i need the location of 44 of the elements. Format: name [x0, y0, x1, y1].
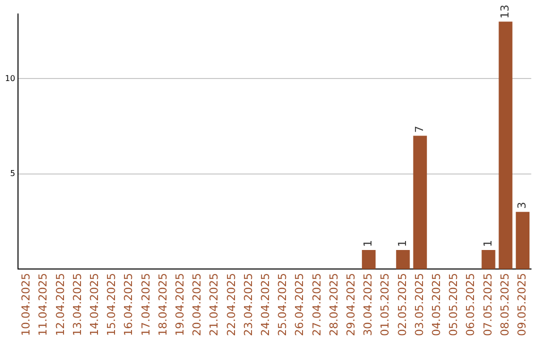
data-label: 1: [481, 240, 494, 247]
x-tick-label: 18.04.2025: [156, 273, 170, 336]
x-tick-label: 19.04.2025: [174, 273, 186, 336]
x-tick-label: 21.04.2025: [208, 273, 221, 336]
bar: [413, 136, 427, 270]
x-tick-label: 25.04.2025: [276, 273, 290, 336]
x-tick-label: 02.05.2025: [396, 273, 409, 336]
data-label: 7: [412, 126, 426, 133]
x-tick-label: 06.05.2025: [464, 273, 478, 336]
x-tick-label: 05.05.2025: [447, 273, 460, 336]
data-label: 3: [516, 202, 529, 209]
x-tick-label: 30.04.2025: [362, 273, 375, 336]
data-label: 1: [362, 240, 375, 247]
x-tick-label: 17.04.2025: [139, 273, 152, 336]
bar: [396, 250, 410, 270]
x-tick-label: 09.05.2025: [516, 273, 529, 336]
bar: [362, 250, 376, 270]
x-tick-label: 28.04.2025: [327, 273, 340, 336]
x-tick-label: 08.05.2025: [498, 273, 512, 336]
x-tick-label: 07.05.2025: [481, 273, 494, 336]
x-tick-label: 04.05.2025: [430, 273, 444, 336]
x-tick-label: 11.04.2025: [36, 273, 50, 336]
bar: [498, 22, 512, 270]
x-tick-label: 01.05.2025: [378, 273, 392, 336]
y-tick-label: 5: [10, 168, 16, 178]
x-tick-label: 13.04.2025: [70, 273, 84, 336]
x-tick-label: 26.04.2025: [293, 273, 306, 336]
x-tick-label: 03.05.2025: [412, 273, 426, 336]
x-tick-label: 23.04.2025: [242, 273, 255, 336]
data-label: 1: [396, 240, 409, 247]
x-tick-label: 14.04.2025: [88, 273, 101, 336]
bar: [482, 250, 496, 270]
x-tick-label: 16.04.2025: [122, 273, 136, 336]
x-tick-label: 12.04.2025: [54, 273, 67, 336]
bar: [516, 212, 530, 270]
y-tick-label: 10: [4, 74, 16, 83]
x-tick-label: 29.04.2025: [344, 273, 358, 336]
x-tick-label: 15.04.2025: [105, 273, 118, 336]
x-tick-label: 10.04.2025: [20, 273, 33, 336]
x-tick-label: 24.04.2025: [259, 273, 272, 336]
data-label: 13: [498, 4, 512, 19]
x-tick-label: 27.04.2025: [310, 273, 324, 336]
x-tick-label: 20.04.2025: [190, 273, 204, 336]
x-tick-label: 22.04.2025: [224, 273, 238, 336]
